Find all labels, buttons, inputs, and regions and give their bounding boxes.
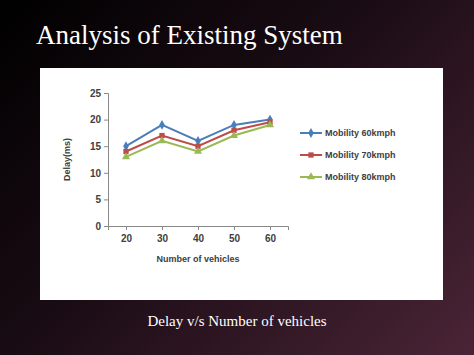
y-tick: 15 (90, 141, 108, 152)
y-tick: 5 (95, 194, 108, 205)
legend-item: Mobility 80kmph (300, 172, 396, 182)
x-tick: 60 (265, 226, 277, 244)
x-tick-mark (270, 226, 271, 230)
x-tick: 50 (229, 226, 241, 244)
series-marker (194, 147, 202, 154)
y-tick-label: 15 (90, 141, 102, 152)
legend-marker (308, 128, 314, 138)
x-axis-title: Number of vehicles (156, 254, 239, 264)
legend-item: Mobility 70kmph (300, 150, 396, 160)
x-tick-label: 50 (229, 233, 241, 244)
y-tick-mark (104, 93, 108, 94)
y-tick: 25 (90, 88, 108, 99)
slide-caption: Delay v/s Number of vehicles (147, 313, 326, 329)
y-axis-line (104, 94, 109, 227)
series-line (126, 125, 270, 157)
y-tick-mark (104, 226, 108, 227)
x-tick: 20 (121, 226, 133, 244)
legend: Mobility 60kmph Mobility 70kmph Mobility 8… (300, 128, 396, 182)
x-axis: 20 30 40 50 60 (109, 226, 289, 244)
x-tick-label: 60 (265, 233, 277, 244)
series-marker (158, 136, 166, 143)
x-tick-label: 30 (157, 233, 169, 244)
y-tick-mark (104, 146, 108, 147)
y-tick: 0 (95, 221, 108, 232)
slide-title: Analysis of Existing System (36, 20, 343, 50)
legend-item: Mobility 60kmph (300, 128, 396, 138)
y-tick: 10 (90, 168, 108, 179)
x-tick-mark (126, 226, 127, 230)
slide: Analysis of Existing System Delay v/s Num… (0, 0, 474, 355)
series-marker (230, 131, 238, 138)
series-marker (122, 152, 130, 159)
legend-marker (308, 152, 313, 157)
y-axis: 0 5 10 15 20 25 (90, 88, 109, 232)
legend-marker (307, 172, 315, 179)
x-tick-label: 20 (121, 233, 133, 244)
series-marker (266, 120, 274, 127)
y-axis-title: Delay(ms) (62, 138, 72, 181)
x-axis-line (109, 227, 289, 231)
x-tick-mark (198, 226, 199, 230)
y-tick-label: 20 (90, 114, 102, 125)
y-tick-label: 0 (95, 221, 101, 232)
y-tick-label: 10 (90, 168, 102, 179)
x-tick: 40 (193, 226, 205, 244)
x-tick: 30 (157, 226, 169, 244)
y-tick: 20 (90, 114, 108, 125)
y-tick-mark (104, 173, 108, 174)
x-tick-mark (234, 226, 235, 230)
y-tick-mark (104, 120, 108, 121)
legend-label: Mobility 70kmph (325, 150, 396, 160)
chart-panel (40, 68, 443, 300)
x-tick-mark (162, 226, 163, 230)
y-tick-label: 25 (90, 88, 102, 99)
x-tick-label: 40 (193, 233, 205, 244)
y-tick-label: 5 (95, 194, 101, 205)
series-marker (159, 120, 165, 130)
legend-label: Mobility 60kmph (325, 128, 396, 138)
legend-label: Mobility 80kmph (325, 172, 396, 182)
y-tick-mark (104, 199, 108, 200)
plot-area (122, 115, 274, 159)
